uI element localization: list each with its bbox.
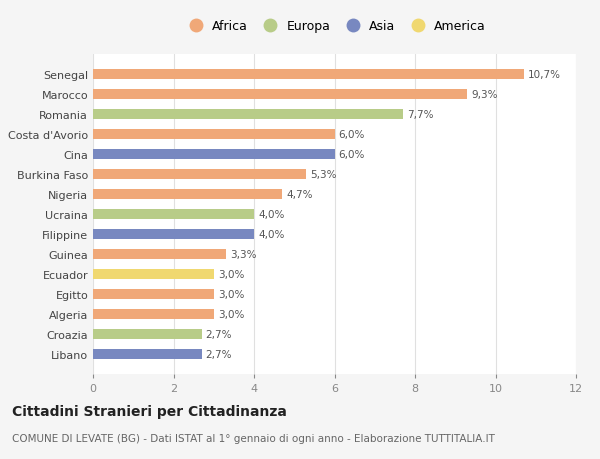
Bar xyxy=(93,330,202,340)
Text: Cittadini Stranieri per Cittadinanza: Cittadini Stranieri per Cittadinanza xyxy=(12,404,287,419)
Bar xyxy=(93,290,214,300)
Bar xyxy=(93,210,254,219)
Text: 3,3%: 3,3% xyxy=(230,250,256,260)
Bar xyxy=(93,169,307,179)
Text: 4,0%: 4,0% xyxy=(258,230,284,240)
Bar xyxy=(93,269,214,280)
Bar xyxy=(93,129,335,140)
Bar xyxy=(93,190,282,200)
Bar xyxy=(93,110,403,120)
Text: 4,0%: 4,0% xyxy=(258,210,284,219)
Text: 5,3%: 5,3% xyxy=(310,169,337,179)
Text: 9,3%: 9,3% xyxy=(472,90,498,100)
Text: 2,7%: 2,7% xyxy=(206,330,232,340)
Legend: Africa, Europa, Asia, America: Africa, Europa, Asia, America xyxy=(183,20,486,33)
Bar xyxy=(93,230,254,240)
Text: 7,7%: 7,7% xyxy=(407,110,433,120)
Bar xyxy=(93,350,202,359)
Text: 6,0%: 6,0% xyxy=(338,150,365,160)
Text: 4,7%: 4,7% xyxy=(286,190,313,200)
Bar xyxy=(93,90,467,100)
Text: 2,7%: 2,7% xyxy=(206,350,232,359)
Text: 6,0%: 6,0% xyxy=(338,129,365,140)
Text: 3,0%: 3,0% xyxy=(218,290,244,300)
Bar xyxy=(93,150,335,160)
Text: 3,0%: 3,0% xyxy=(218,269,244,280)
Text: 3,0%: 3,0% xyxy=(218,309,244,319)
Bar xyxy=(93,309,214,319)
Bar xyxy=(93,70,524,79)
Text: COMUNE DI LEVATE (BG) - Dati ISTAT al 1° gennaio di ogni anno - Elaborazione TUT: COMUNE DI LEVATE (BG) - Dati ISTAT al 1°… xyxy=(12,433,495,442)
Bar xyxy=(93,250,226,260)
Text: 10,7%: 10,7% xyxy=(528,70,560,79)
